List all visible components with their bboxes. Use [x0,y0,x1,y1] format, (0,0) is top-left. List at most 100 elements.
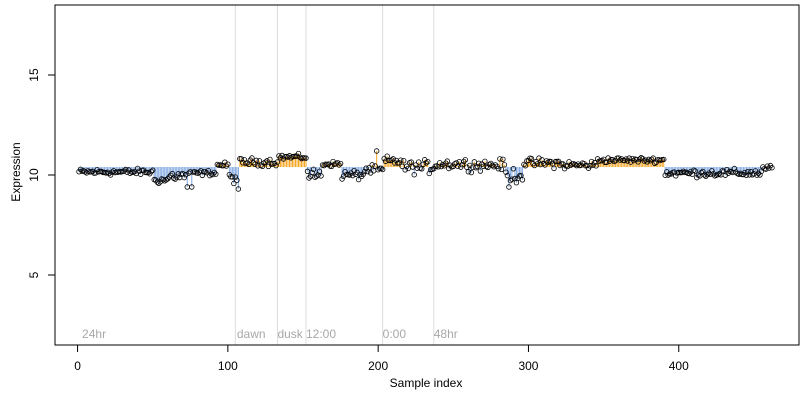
data-point [169,170,175,177]
data-point [528,155,535,162]
data-point [274,159,281,165]
data-point [731,165,738,172]
data-point [506,184,512,190]
y-tick-label: 5 [27,271,41,278]
region-label: dusk [277,327,303,341]
data-point [522,163,529,169]
x-axis-label: Sample index [390,376,463,390]
x-tick-label: 0 [74,359,81,373]
data-point [425,158,431,165]
data-point [165,176,171,182]
data-point [498,166,505,173]
data-point [588,158,595,165]
data-point [361,168,368,175]
data-point [446,165,452,172]
data-point [264,158,270,164]
data-point [378,165,384,172]
region-lines [234,5,435,345]
data-point [397,157,404,163]
data-point [107,172,114,178]
data-point [336,162,342,168]
data-point [599,157,605,164]
data-point [627,159,634,165]
data-point [462,157,469,163]
data-point [234,177,240,183]
data-point [709,168,715,174]
data-point [413,162,419,168]
data-point [473,164,479,171]
data-point [621,157,628,164]
data-point [716,171,723,177]
y-axis-label: Expression [9,142,23,201]
data-point [396,160,402,166]
data-point [318,173,324,179]
data-point [267,156,273,163]
data-point [704,171,711,178]
data-point [244,160,251,166]
data-point [156,180,162,187]
data-point [122,166,129,173]
data-point [701,172,708,178]
data-point [253,157,260,164]
region-labels: 24hr dawn dusk 12:00 0:00 48hr [82,327,458,341]
data-point [500,156,506,162]
data-point [360,171,366,178]
y-axis: 5 10 15 [27,68,55,278]
data-point [467,162,473,169]
data-point [724,166,730,173]
data-point [521,161,527,168]
data-point [534,161,541,167]
data-point [294,153,300,159]
region-label: 0:00 [383,327,407,341]
data-point [310,166,317,173]
data-point [468,169,475,176]
data-point [477,168,484,174]
data-point [661,156,667,163]
data-point [763,166,769,172]
data-point [366,164,372,171]
x-tick-label: 200 [368,359,388,373]
data-point [509,176,515,182]
data-point [769,165,775,171]
data-point [373,148,380,154]
data-point [355,176,362,183]
data-point [453,160,460,166]
data-point [168,172,174,179]
data-point [241,157,248,163]
x-tick-label: 300 [518,359,538,373]
data-point [363,165,369,171]
data-point [492,162,499,168]
data-point [700,168,706,175]
data-point [495,166,502,172]
data-point [232,174,239,180]
data-point [213,171,219,177]
x-tick-label: 100 [218,359,238,373]
data-point [401,158,407,164]
data-point [440,161,446,168]
data-point [256,158,263,164]
data-point [624,158,631,164]
data-point [288,155,294,161]
data-point [694,174,700,181]
data-point [372,163,378,169]
data-point [476,160,482,166]
data-point [376,165,383,172]
data-point [145,169,151,176]
data-point [181,174,187,181]
data-point [510,166,517,172]
data-point [134,165,141,172]
data-point [106,170,112,177]
data-point [665,172,671,178]
y-tick-label: 10 [27,168,41,182]
data-point [351,167,357,174]
data-point [584,162,590,169]
data-point [411,171,417,178]
data-point [650,155,656,161]
data-point [207,172,213,179]
data-point [461,158,467,165]
data-point [673,173,679,179]
data-point [560,161,566,167]
data-point [249,155,255,161]
data-point [754,172,760,178]
